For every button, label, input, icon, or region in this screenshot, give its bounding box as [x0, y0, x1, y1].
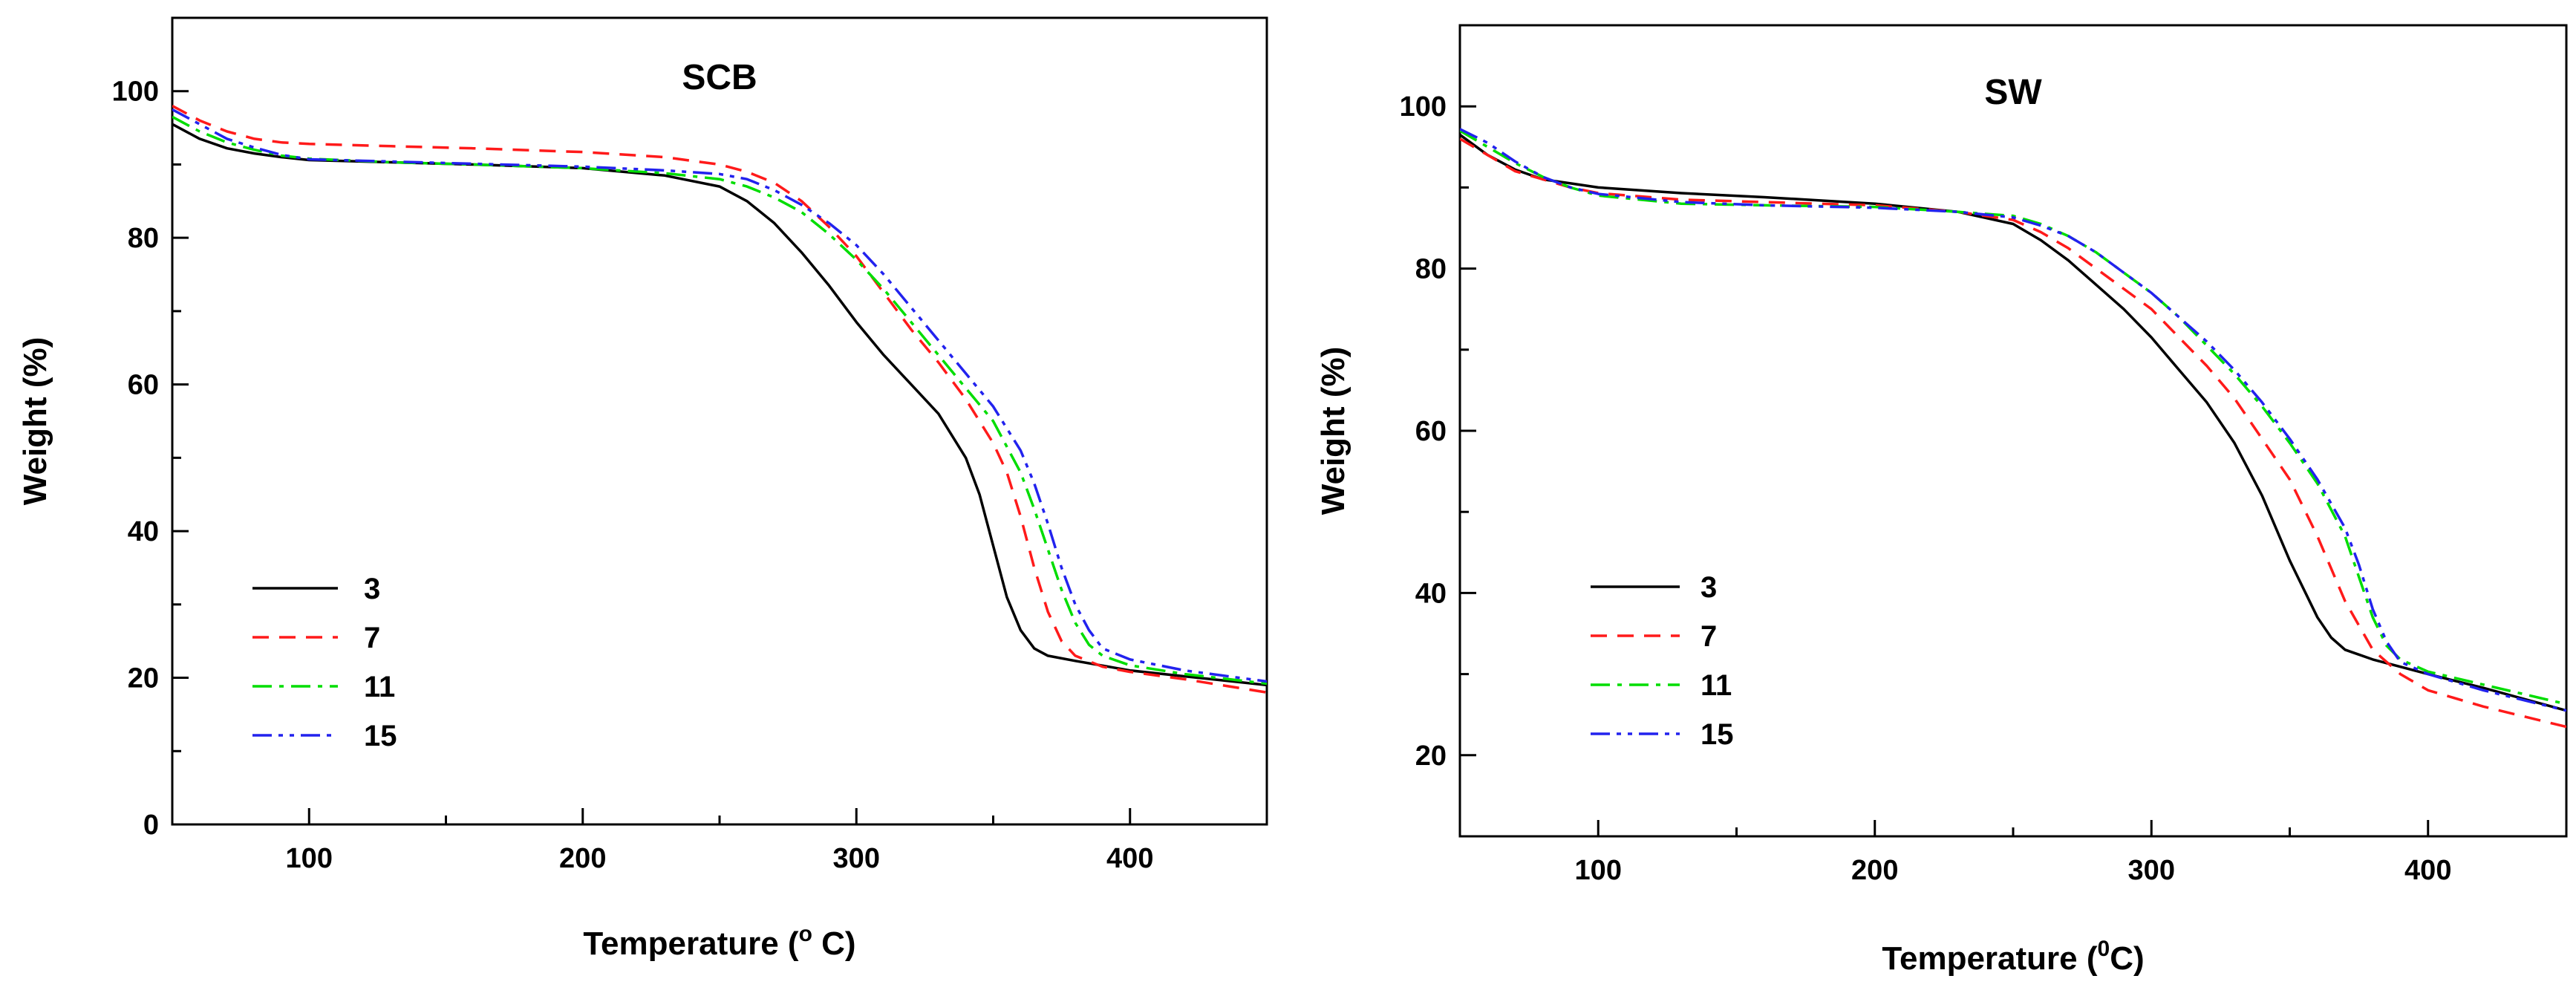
- chart-title: SCB: [682, 58, 757, 97]
- series-line-11: [1460, 129, 2566, 706]
- y-tick-label: 80: [128, 223, 159, 254]
- series-line-11: [172, 115, 1267, 686]
- chart-scb: 100 200 300 400 0 20 40 60 80 100 SCB Temperature (…: [17, 16, 1268, 962]
- legend-label-15: 15: [364, 720, 397, 752]
- x-tick-label: 400: [1106, 843, 1153, 874]
- series-line-3: [1460, 133, 2566, 712]
- y-tick-label: 40: [1415, 578, 1447, 609]
- series-line-15: [1460, 128, 2566, 712]
- y-tick-label: 60: [128, 370, 159, 401]
- series-line-3: [172, 123, 1267, 687]
- x-tick-label: 100: [1575, 855, 1622, 886]
- y-tick-label: 40: [128, 516, 159, 547]
- x-tick-label: 100: [286, 843, 333, 874]
- x-axis-label: Temperature (o C): [583, 922, 855, 962]
- y-axis-label: Weight (%): [17, 337, 53, 506]
- y-tick-label: 80: [1415, 254, 1447, 285]
- y-tick-label: 100: [1400, 91, 1447, 123]
- y-tick-label: 60: [1415, 416, 1447, 447]
- x-tick-label: 400: [2404, 855, 2451, 886]
- legend-label-7: 7: [1701, 620, 1717, 653]
- x-tick-label: 200: [559, 843, 606, 874]
- legend-label-11: 11: [1701, 669, 1732, 702]
- x-tick-label: 300: [2128, 855, 2175, 886]
- y-axis-label: Weight (%): [1315, 347, 1351, 515]
- chart-title: SW: [1984, 73, 2042, 112]
- plot-frame: [1458, 24, 2568, 838]
- y-tick-label: 100: [112, 77, 159, 108]
- plot-frame: [171, 16, 1268, 826]
- x-tick-label: 300: [833, 843, 880, 874]
- series-line-7: [172, 104, 1267, 694]
- legend-label-15: 15: [1701, 718, 1734, 751]
- series-line-15: [172, 108, 1267, 683]
- y-tick-label: 20: [1415, 741, 1447, 772]
- chart-sw: 100 200 300 400 20 40 60 80 100 SW Temperature (0C…: [1315, 24, 2568, 977]
- legend-label-3: 3: [364, 573, 380, 605]
- x-axis-label: Temperature (0C): [1882, 937, 2144, 977]
- series-line-7: [1460, 137, 2566, 729]
- legend-label-7: 7: [364, 622, 380, 654]
- legend-label-3: 3: [1701, 571, 1717, 604]
- legend-label-11: 11: [364, 671, 395, 703]
- x-tick-label: 200: [1851, 855, 1898, 886]
- y-tick-label: 20: [128, 663, 159, 694]
- y-tick-label: 0: [143, 810, 159, 841]
